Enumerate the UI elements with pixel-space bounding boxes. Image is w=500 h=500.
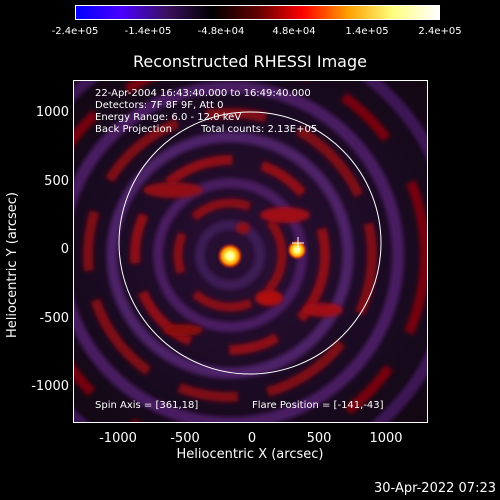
y-tick: 500	[44, 174, 69, 189]
blob-pattern	[143, 182, 343, 336]
x-tick: 0	[247, 431, 257, 446]
energy-range: Energy Range: 6.0 - 12.0 keV	[95, 112, 242, 123]
colorbar-tick: 1.4e+05	[345, 26, 389, 37]
detectors: Detectors: 7F 8F 9F, Att 0	[95, 100, 224, 111]
ring-pattern	[73, 80, 428, 423]
spin-axis: Spin Axis = [361,18]	[95, 400, 199, 411]
y-tick: -1000	[31, 379, 69, 394]
timestamp: 30-Apr-2022 07:23	[374, 481, 496, 496]
method: Back Projection	[95, 124, 172, 135]
flare-position: Flare Position = [-141,-43]	[252, 400, 384, 411]
solar-limb-circle	[118, 111, 382, 375]
x-tick: 1000	[369, 431, 403, 446]
colorbar-tick: -2.4e+05	[51, 26, 99, 37]
colorbar-tick: -1.4e+05	[124, 26, 172, 37]
total-counts: Total counts: 2.13E+05	[201, 124, 318, 135]
colorbar-tick: 4.8e+04	[272, 26, 316, 37]
x-tick: -1000	[99, 431, 137, 446]
y-axis-label: Heliocentric Y (arcsec)	[5, 192, 20, 338]
x-tick: 500	[306, 431, 332, 446]
x-axis-label: Heliocentric X (arcsec)	[176, 447, 324, 462]
y-tick: 1000	[35, 105, 69, 120]
colorbar	[75, 5, 440, 20]
plot-title: Reconstructed RHESSI Image	[133, 52, 367, 71]
y-tick: 0	[60, 242, 69, 257]
flare-source-primary	[217, 243, 243, 269]
colorbar-tick: -4.8e+04	[197, 26, 245, 37]
flare-source-secondary	[287, 240, 307, 260]
colorbar-tick: 2.4e+05	[418, 26, 462, 37]
rhessi-image	[73, 80, 428, 423]
y-tick: -500	[39, 311, 69, 326]
time-range: 22-Apr-2004 16:43:40.000 to 16:49:40.000	[95, 88, 311, 99]
flare-marker	[292, 237, 304, 249]
x-tick: -500	[170, 431, 200, 446]
plot-frame	[73, 80, 428, 423]
